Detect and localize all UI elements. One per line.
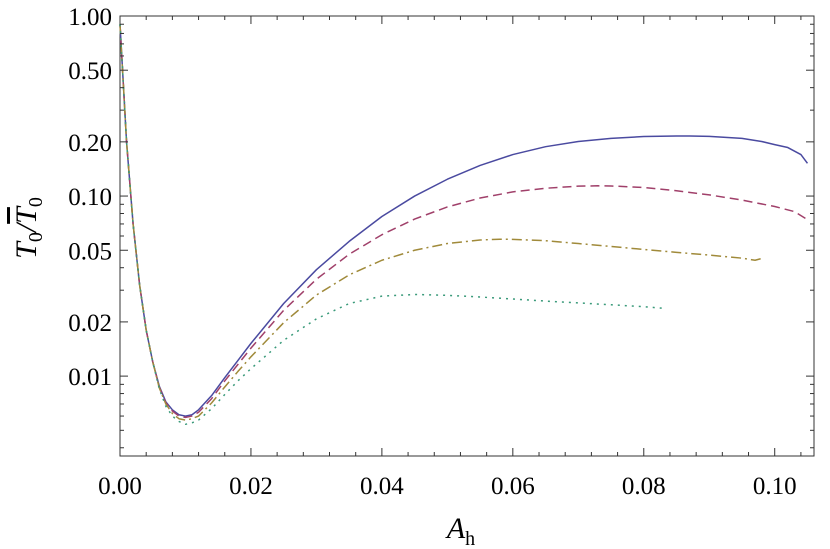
y-axis-label: T0/T0 — [10, 197, 47, 259]
x-axis-ticks: 0.00 0.02 0.04 0.06 0.08 0.10 — [98, 16, 802, 500]
x-tick-label: 0.02 — [229, 473, 273, 500]
y-tick-label: 0.50 — [68, 58, 112, 85]
plot-area — [119, 15, 815, 457]
y-tick-label: 0.20 — [68, 130, 112, 157]
plot-frame — [119, 15, 815, 457]
y-tick-label: 0.02 — [68, 310, 112, 337]
x-axis-label: Ah — [445, 512, 475, 549]
series-line-solid — [119, 24, 809, 417]
series-line-dashdot — [119, 24, 762, 421]
y-axis-ticks: 1.00 0.50 0.20 0.10 0.05 0.02 0.01 — [68, 4, 814, 449]
y-tick-label: 0.10 — [68, 184, 112, 211]
series-line-dotted — [119, 24, 664, 426]
y-tick-label: 0.01 — [68, 364, 112, 391]
x-tick-label: 0.06 — [491, 473, 535, 500]
x-tick-label: 0.10 — [753, 473, 797, 500]
y-tick-label: 1.00 — [68, 4, 112, 31]
svg-text:T0/T0: T0/T0 — [10, 197, 47, 259]
y-axis-label-overline-symbol: T — [10, 205, 43, 224]
x-tick-label: 0.00 — [98, 473, 142, 500]
series-layer — [119, 24, 809, 426]
x-tick-label: 0.08 — [622, 473, 666, 500]
y-tick-label: 0.05 — [68, 238, 112, 265]
series-line-dashed — [119, 24, 808, 419]
x-tick-label: 0.04 — [360, 473, 404, 500]
